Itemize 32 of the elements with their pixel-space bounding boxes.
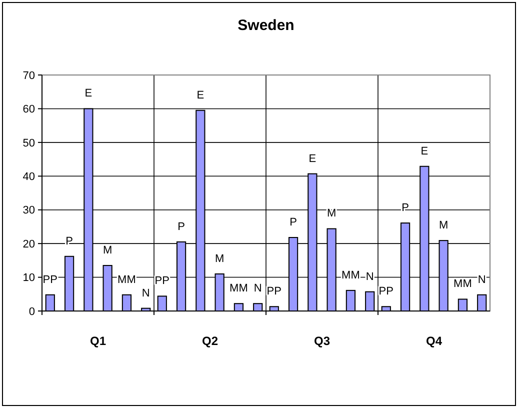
text: M [438, 220, 448, 232]
series-label: PP [266, 286, 282, 298]
text: P [290, 216, 297, 229]
x-tick-label: Q2 [202, 334, 218, 348]
y-tick-label: 20 [22, 238, 35, 250]
series-label: E [84, 88, 92, 100]
text: E [308, 152, 316, 165]
chart-title: Sweden [238, 17, 294, 34]
y-tick-label: 50 [22, 137, 35, 150]
y-tick-label: 0 [28, 306, 35, 318]
y-tick-label: 40 [22, 170, 35, 183]
y-tick-label: 70 [22, 70, 35, 82]
text: PP [378, 286, 394, 298]
series-label: N [142, 287, 150, 300]
text: M [214, 252, 224, 265]
text: P [178, 220, 185, 233]
x-tick-label: Q3 [314, 334, 330, 348]
text: PP [42, 274, 58, 286]
text: E [420, 145, 428, 158]
text: N [254, 282, 262, 295]
text: MM [230, 282, 248, 295]
x-tick-label: Q4 [426, 334, 442, 348]
text: N [478, 274, 486, 286]
series-label: MM [118, 274, 136, 286]
text: MM [454, 278, 472, 290]
series-label: M [102, 244, 112, 256]
text: E [196, 89, 204, 102]
y-tick-label: 60 [22, 104, 35, 116]
y-tick-label: 30 [22, 204, 35, 217]
y-tick-label: 10 [22, 272, 35, 284]
text: PP [154, 275, 170, 288]
x-tick-label: Q1 [90, 334, 106, 348]
